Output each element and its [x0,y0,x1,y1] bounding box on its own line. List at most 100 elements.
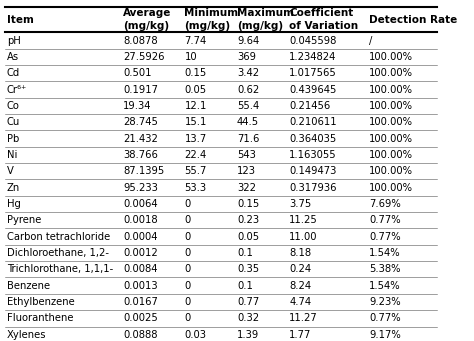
Text: 12.1: 12.1 [184,101,207,111]
Text: 100.00%: 100.00% [369,166,413,176]
Text: Carbon tetrachloride: Carbon tetrachloride [7,232,110,242]
Text: 0.045598: 0.045598 [289,35,337,45]
Text: 0.1: 0.1 [237,281,253,291]
Text: 0.0018: 0.0018 [123,215,158,225]
Text: 0: 0 [184,248,191,258]
Text: 1.017565: 1.017565 [289,68,337,78]
Text: Zn: Zn [7,182,20,193]
Text: 55.7: 55.7 [184,166,207,176]
Text: 0.0167: 0.0167 [123,297,158,307]
Text: As: As [7,52,19,62]
Text: Co: Co [7,101,20,111]
Text: 0.32: 0.32 [237,313,259,323]
Bar [5,196,438,212]
Text: Ethylbenzene: Ethylbenzene [7,297,74,307]
Bar [5,7,438,32]
Bar [5,278,438,294]
Text: 0.210611: 0.210611 [289,117,337,127]
Text: 7.74: 7.74 [184,35,207,45]
Text: 100.00%: 100.00% [369,68,413,78]
Text: 11.00: 11.00 [289,232,318,242]
Text: 1.39: 1.39 [237,330,259,340]
Bar [5,32,438,49]
Text: 0.15: 0.15 [237,199,259,209]
Text: 100.00%: 100.00% [369,134,413,144]
Text: 0: 0 [184,281,191,291]
Text: 100.00%: 100.00% [369,182,413,193]
Bar [5,147,438,163]
Text: V: V [7,166,14,176]
Text: 0.35: 0.35 [237,264,259,274]
Text: Fluoranthene: Fluoranthene [7,313,73,323]
Bar [5,130,438,147]
Bar [5,65,438,81]
Text: 11.25: 11.25 [289,215,318,225]
Text: 1.54%: 1.54% [369,248,401,258]
Text: Pyrene: Pyrene [7,215,41,225]
Bar [5,245,438,261]
Text: Cr⁶⁺: Cr⁶⁺ [7,85,27,94]
Text: 87.1395: 87.1395 [123,166,164,176]
Text: 0.0004: 0.0004 [123,232,157,242]
Text: 0.501: 0.501 [123,68,152,78]
Text: 0.0013: 0.0013 [123,281,158,291]
Text: 100.00%: 100.00% [369,52,413,62]
Text: /: / [369,35,373,45]
Text: pH: pH [7,35,20,45]
Text: 1.54%: 1.54% [369,281,401,291]
Text: Dichloroethane, 1,2-: Dichloroethane, 1,2- [7,248,109,258]
Text: 0.439645: 0.439645 [289,85,337,94]
Text: 0.05: 0.05 [237,232,259,242]
Text: 9.23%: 9.23% [369,297,401,307]
Text: 5.38%: 5.38% [369,264,401,274]
Text: 0.0064: 0.0064 [123,199,158,209]
Text: Ni: Ni [7,150,17,160]
Text: 0.23: 0.23 [237,215,259,225]
Bar [5,98,438,114]
Text: Minimum
(mg/kg): Minimum (mg/kg) [184,9,238,31]
Text: Average
(mg/kg): Average (mg/kg) [123,9,172,31]
Bar [5,228,438,245]
Text: 0.03: 0.03 [184,330,207,340]
Text: Hg: Hg [7,199,21,209]
Text: 7.69%: 7.69% [369,199,401,209]
Bar [5,326,438,341]
Text: 22.4: 22.4 [184,150,207,160]
Text: Cd: Cd [7,68,20,78]
Text: Benzene: Benzene [7,281,50,291]
Text: 19.34: 19.34 [123,101,152,111]
Bar [5,163,438,179]
Text: Cu: Cu [7,117,20,127]
Text: 0.149473: 0.149473 [289,166,337,176]
Text: 100.00%: 100.00% [369,150,413,160]
Text: 95.233: 95.233 [123,182,158,193]
Text: 53.3: 53.3 [184,182,207,193]
Text: Trichlorothane, 1,1,1-: Trichlorothane, 1,1,1- [7,264,113,274]
Text: 8.18: 8.18 [289,248,311,258]
Text: 123: 123 [237,166,256,176]
Text: 1.77: 1.77 [289,330,311,340]
Bar [5,212,438,228]
Text: Coefficient
of Variation: Coefficient of Variation [289,9,358,31]
Bar [5,114,438,130]
Text: 0.77%: 0.77% [369,232,401,242]
Text: 100.00%: 100.00% [369,101,413,111]
Text: 15.1: 15.1 [184,117,207,127]
Text: 11.27: 11.27 [289,313,318,323]
Text: 0.364035: 0.364035 [289,134,337,144]
Text: 1.234824: 1.234824 [289,52,337,62]
Text: 0: 0 [184,199,191,209]
Text: 0.24: 0.24 [289,264,311,274]
Text: 0.21456: 0.21456 [289,101,330,111]
Bar [5,179,438,196]
Text: 0.1917: 0.1917 [123,85,158,94]
Text: 1.163055: 1.163055 [289,150,337,160]
Bar [5,81,438,98]
Text: 0: 0 [184,313,191,323]
Text: 71.6: 71.6 [237,134,259,144]
Text: 0.05: 0.05 [184,85,207,94]
Text: 8.0878: 8.0878 [123,35,158,45]
Bar [5,261,438,278]
Text: Xylenes: Xylenes [7,330,46,340]
Text: 38.766: 38.766 [123,150,158,160]
